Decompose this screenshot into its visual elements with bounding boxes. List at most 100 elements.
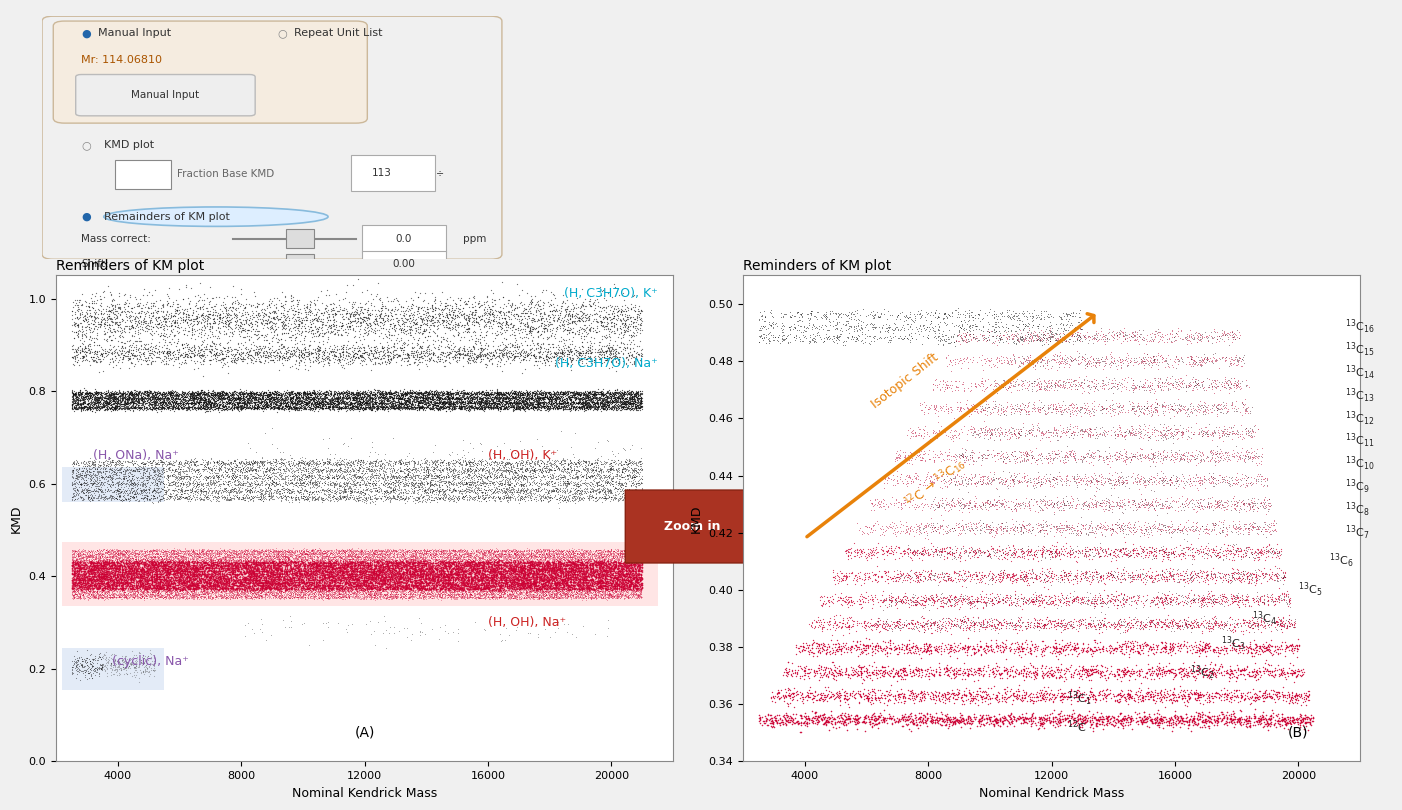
Point [819, 647, 841, 660]
Point [1187, 531, 1210, 544]
Point [95, 571, 118, 584]
Point [192, 562, 215, 575]
Point [100, 304, 122, 317]
Point [1119, 621, 1141, 634]
Point [79, 567, 101, 580]
Point [826, 637, 848, 650]
Point [182, 397, 205, 410]
Point [1245, 665, 1267, 678]
Point [1157, 548, 1179, 561]
Point [394, 556, 416, 569]
Point [897, 471, 920, 484]
Point [437, 587, 460, 600]
Point [1007, 591, 1029, 604]
Point [465, 561, 488, 574]
Point [394, 579, 416, 592]
Point [81, 403, 104, 416]
Point [404, 325, 426, 338]
Point [259, 386, 282, 399]
Point [362, 584, 384, 597]
Point [1019, 619, 1042, 632]
Point [407, 386, 429, 399]
Point [537, 463, 559, 475]
Point [893, 668, 916, 681]
Point [505, 556, 527, 569]
Point [296, 580, 318, 593]
Point [285, 565, 307, 578]
Point [435, 321, 457, 334]
Point [164, 392, 186, 405]
Point [304, 556, 327, 569]
Point [977, 566, 1000, 579]
Point [475, 553, 498, 566]
Point [1279, 714, 1301, 727]
Point [296, 551, 318, 564]
Point [226, 568, 248, 581]
Point [920, 526, 942, 539]
Point [233, 549, 255, 562]
Point [603, 564, 625, 577]
Point [66, 298, 88, 311]
Point [544, 392, 566, 405]
Point [450, 590, 472, 603]
Point [146, 393, 168, 406]
Point [80, 586, 102, 599]
Point [1173, 714, 1196, 727]
Point [569, 579, 592, 592]
Point [133, 543, 156, 556]
Point [154, 559, 177, 572]
Point [1000, 619, 1022, 632]
Point [412, 472, 435, 485]
Point [509, 457, 531, 470]
Point [231, 455, 254, 468]
Point [230, 455, 252, 468]
Point [1098, 326, 1120, 339]
Point [112, 390, 135, 403]
Point [442, 567, 464, 580]
Point [1140, 615, 1162, 628]
Point [334, 553, 356, 566]
Point [287, 397, 310, 410]
Point [1141, 637, 1164, 650]
Point [597, 562, 620, 575]
Point [64, 585, 87, 598]
Point [285, 590, 307, 603]
Point [280, 463, 303, 475]
Point [547, 485, 569, 498]
Point [1094, 597, 1116, 610]
Point [324, 548, 346, 561]
Point [935, 566, 958, 579]
Point [386, 551, 408, 564]
Point [405, 579, 428, 592]
Point [566, 560, 589, 573]
Point [356, 565, 379, 578]
Point [1202, 543, 1224, 556]
Point [579, 552, 601, 565]
Point [233, 387, 255, 400]
Point [150, 555, 172, 568]
Point [328, 352, 350, 365]
Point [1260, 668, 1283, 681]
Point [1112, 326, 1134, 339]
Point [620, 546, 642, 559]
Point [63, 387, 86, 400]
Point [91, 571, 114, 584]
Point [1223, 356, 1245, 369]
Point [904, 429, 927, 442]
Point [168, 574, 191, 587]
Point [544, 347, 566, 360]
Point [1021, 321, 1043, 334]
Point [123, 561, 146, 574]
Point [878, 664, 900, 677]
Point [955, 335, 977, 348]
Point [306, 559, 328, 572]
Point [421, 491, 443, 504]
Point [128, 551, 150, 564]
Point [74, 565, 97, 578]
Point [540, 583, 562, 596]
Point [606, 313, 628, 326]
Point [303, 577, 325, 590]
Point [491, 393, 513, 406]
Point [1092, 327, 1115, 340]
Point [590, 392, 613, 405]
